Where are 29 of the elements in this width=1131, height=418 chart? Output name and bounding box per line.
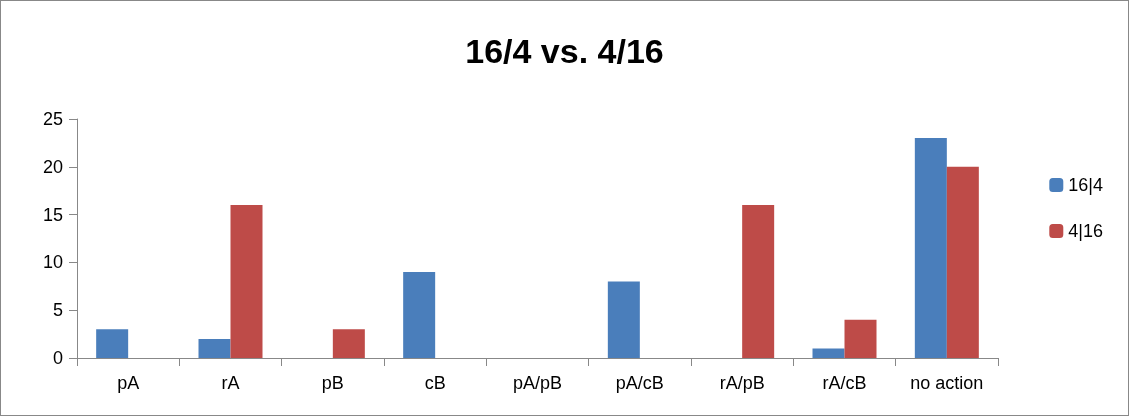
bar — [230, 205, 263, 358]
bar — [332, 329, 365, 358]
bar — [96, 329, 129, 358]
x-tick-label: rA/pB — [719, 373, 765, 393]
bar — [914, 138, 947, 358]
legend-label: 16|4 — [1068, 175, 1104, 195]
y-tick-label: 15 — [42, 204, 63, 225]
x-tick-label: pB — [321, 373, 344, 393]
legend-label: 4|16 — [1068, 221, 1104, 241]
x-tick-label: pA/cB — [615, 373, 664, 393]
x-tick-label: rA/cB — [822, 373, 867, 393]
y-tick-label: 0 — [52, 348, 63, 368]
y-tick-label: 10 — [42, 252, 63, 273]
y-tick-label: 5 — [52, 300, 63, 321]
bar — [844, 319, 877, 358]
x-tick-label: rA — [221, 373, 240, 393]
x-tick-label: cB — [424, 373, 446, 393]
bar — [403, 271, 436, 358]
bar — [812, 348, 845, 358]
y-tick-label: 20 — [42, 156, 63, 177]
y-tick-label: 25 — [42, 109, 63, 129]
bar — [946, 166, 979, 358]
bar — [607, 281, 640, 358]
bar — [742, 205, 775, 358]
x-tick-label: pA/pB — [512, 373, 563, 393]
x-tick-label: no action — [910, 373, 984, 393]
x-tick-label: pA — [117, 373, 140, 393]
bar — [198, 338, 231, 358]
chart-title: 16/4 vs. 4/16 — [465, 32, 664, 70]
